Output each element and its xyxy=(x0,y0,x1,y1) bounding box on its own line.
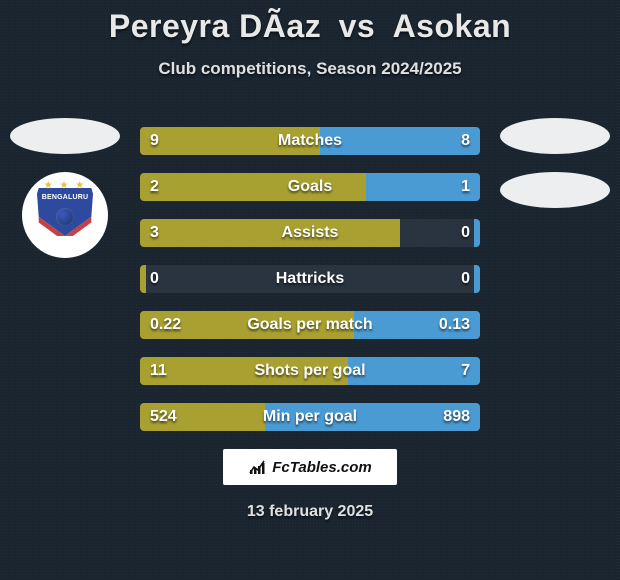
title-vs: vs xyxy=(339,8,376,44)
stat-value-right: 1 xyxy=(461,178,470,196)
stat-row: 524Min per goal898 xyxy=(140,403,480,431)
stat-value-left: 0.22 xyxy=(150,316,181,334)
stat-value-right: 898 xyxy=(443,408,470,426)
content-root: Pereyra DÃ­az vs Asokan Club competition… xyxy=(0,0,620,580)
club-name: BENGALURU xyxy=(37,194,93,201)
stat-value-right: 8 xyxy=(461,132,470,150)
player2-club-placeholder xyxy=(500,172,610,208)
stat-value-right: 0 xyxy=(461,270,470,288)
stat-row: 2Goals1 xyxy=(140,173,480,201)
stat-bar-left xyxy=(140,219,400,247)
page-title: Pereyra DÃ­az vs Asokan xyxy=(0,8,620,45)
stat-row: 0Hattricks0 xyxy=(140,265,480,293)
left-player-column: ★ ★ ★ BENGALURU xyxy=(0,118,130,258)
stat-bar-right xyxy=(320,127,480,155)
stat-row: 0.22Goals per match0.13 xyxy=(140,311,480,339)
site-logo: FcTables.com xyxy=(223,449,397,485)
stat-bar-left xyxy=(140,127,320,155)
title-player2: Asokan xyxy=(393,8,512,44)
title-player1: Pereyra DÃ­az xyxy=(109,8,321,44)
stat-bar-right xyxy=(474,265,480,293)
site-name: FcTables.com xyxy=(272,459,371,476)
stat-value-left: 0 xyxy=(150,270,159,288)
stat-bar-left xyxy=(140,357,348,385)
stat-row: 11Shots per goal7 xyxy=(140,357,480,385)
stat-bar-left xyxy=(140,173,366,201)
stat-value-left: 11 xyxy=(150,362,167,380)
stat-value-left: 3 xyxy=(150,224,159,242)
player2-photo-placeholder xyxy=(500,118,610,154)
player1-photo-placeholder xyxy=(10,118,120,154)
stat-row: 9Matches8 xyxy=(140,127,480,155)
right-player-column xyxy=(490,118,620,226)
stat-value-left: 2 xyxy=(150,178,159,196)
stat-value-left: 524 xyxy=(150,408,177,426)
stat-value-right: 0 xyxy=(461,224,470,242)
football-icon xyxy=(56,208,74,226)
date-label: 13 february 2025 xyxy=(0,503,620,521)
shield-icon: ★ ★ ★ BENGALURU xyxy=(37,184,93,246)
stat-value-right: 7 xyxy=(461,362,470,380)
chart-icon xyxy=(248,458,266,476)
player1-club-badge: ★ ★ ★ BENGALURU xyxy=(22,172,108,258)
subtitle: Club competitions, Season 2024/2025 xyxy=(0,59,620,79)
stat-value-left: 9 xyxy=(150,132,159,150)
stat-bar-right xyxy=(474,219,480,247)
stat-value-right: 0.13 xyxy=(439,316,470,334)
stat-row: 3Assists0 xyxy=(140,219,480,247)
